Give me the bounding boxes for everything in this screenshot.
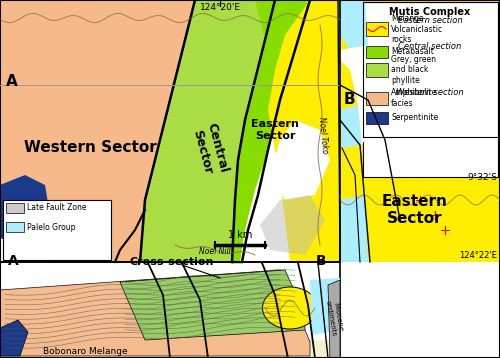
Text: Central section: Central section bbox=[398, 42, 462, 51]
Polygon shape bbox=[340, 0, 368, 50]
Text: Eastern
Sector: Eastern Sector bbox=[382, 194, 448, 226]
Text: Noel Toko: Noel Toko bbox=[317, 116, 329, 154]
Bar bbox=[366, 22, 388, 36]
Text: B: B bbox=[316, 254, 326, 268]
Polygon shape bbox=[232, 0, 310, 262]
Polygon shape bbox=[140, 0, 275, 262]
Bar bbox=[0, 340, 340, 358]
Text: Late Fault Zone: Late Fault Zone bbox=[27, 203, 86, 213]
Bar bbox=[0, 0, 340, 262]
Text: Melange
Volcaniclastic
rocks: Melange Volcaniclastic rocks bbox=[391, 14, 443, 44]
Polygon shape bbox=[0, 270, 310, 356]
Text: 124°22'E: 124°22'E bbox=[459, 252, 497, 261]
Bar bbox=[366, 92, 388, 105]
Bar bbox=[363, 2, 498, 177]
Bar bbox=[0, 0, 340, 262]
Bar bbox=[366, 46, 388, 58]
Text: B: B bbox=[344, 92, 356, 107]
Text: Miocene
sediments: Miocene sediments bbox=[324, 299, 344, 337]
Text: Grey, green
and black
phyllite: Grey, green and black phyllite bbox=[391, 55, 436, 85]
Polygon shape bbox=[0, 0, 195, 262]
Text: Bobonaro Melange: Bobonaro Melange bbox=[42, 348, 127, 357]
Polygon shape bbox=[310, 278, 340, 335]
Polygon shape bbox=[328, 280, 340, 358]
Bar bbox=[366, 63, 388, 77]
Text: Metabasalt: Metabasalt bbox=[391, 48, 434, 57]
Ellipse shape bbox=[262, 287, 318, 329]
Text: Western section: Western section bbox=[396, 88, 464, 97]
Polygon shape bbox=[0, 215, 60, 262]
Text: Noel Nill: Noel Nill bbox=[199, 247, 231, 256]
Bar bbox=[6, 222, 24, 232]
Text: Eastern
Sector: Eastern Sector bbox=[251, 119, 299, 141]
Bar bbox=[366, 112, 388, 124]
Bar bbox=[0, 262, 340, 358]
Text: 124°20'E: 124°20'E bbox=[200, 3, 240, 12]
Text: Western Sector: Western Sector bbox=[24, 140, 156, 155]
Text: Mutis Complex: Mutis Complex bbox=[390, 7, 470, 17]
Polygon shape bbox=[340, 105, 362, 148]
Text: Amphibolite
facies: Amphibolite facies bbox=[391, 88, 438, 108]
Polygon shape bbox=[305, 0, 340, 30]
Polygon shape bbox=[0, 175, 50, 245]
Polygon shape bbox=[340, 195, 368, 262]
Text: A: A bbox=[6, 74, 18, 90]
Text: Cross-section: Cross-section bbox=[130, 257, 214, 267]
Polygon shape bbox=[268, 0, 340, 262]
Polygon shape bbox=[270, 120, 330, 200]
Polygon shape bbox=[340, 45, 375, 145]
Bar bbox=[363, 2, 498, 137]
Text: Palelo Group: Palelo Group bbox=[27, 223, 76, 232]
Text: 1 km: 1 km bbox=[228, 230, 252, 240]
Text: 9°32'S: 9°32'S bbox=[467, 174, 497, 183]
Text: Serpentinite: Serpentinite bbox=[391, 113, 438, 122]
Text: A: A bbox=[8, 254, 19, 268]
Text: Central
Sector: Central Sector bbox=[190, 122, 230, 178]
Polygon shape bbox=[260, 195, 325, 255]
Polygon shape bbox=[0, 320, 28, 356]
Bar bbox=[340, 0, 500, 262]
Polygon shape bbox=[120, 270, 305, 340]
Text: Eastern section: Eastern section bbox=[398, 16, 462, 25]
Bar bbox=[3, 200, 111, 260]
Bar bbox=[6, 203, 24, 213]
